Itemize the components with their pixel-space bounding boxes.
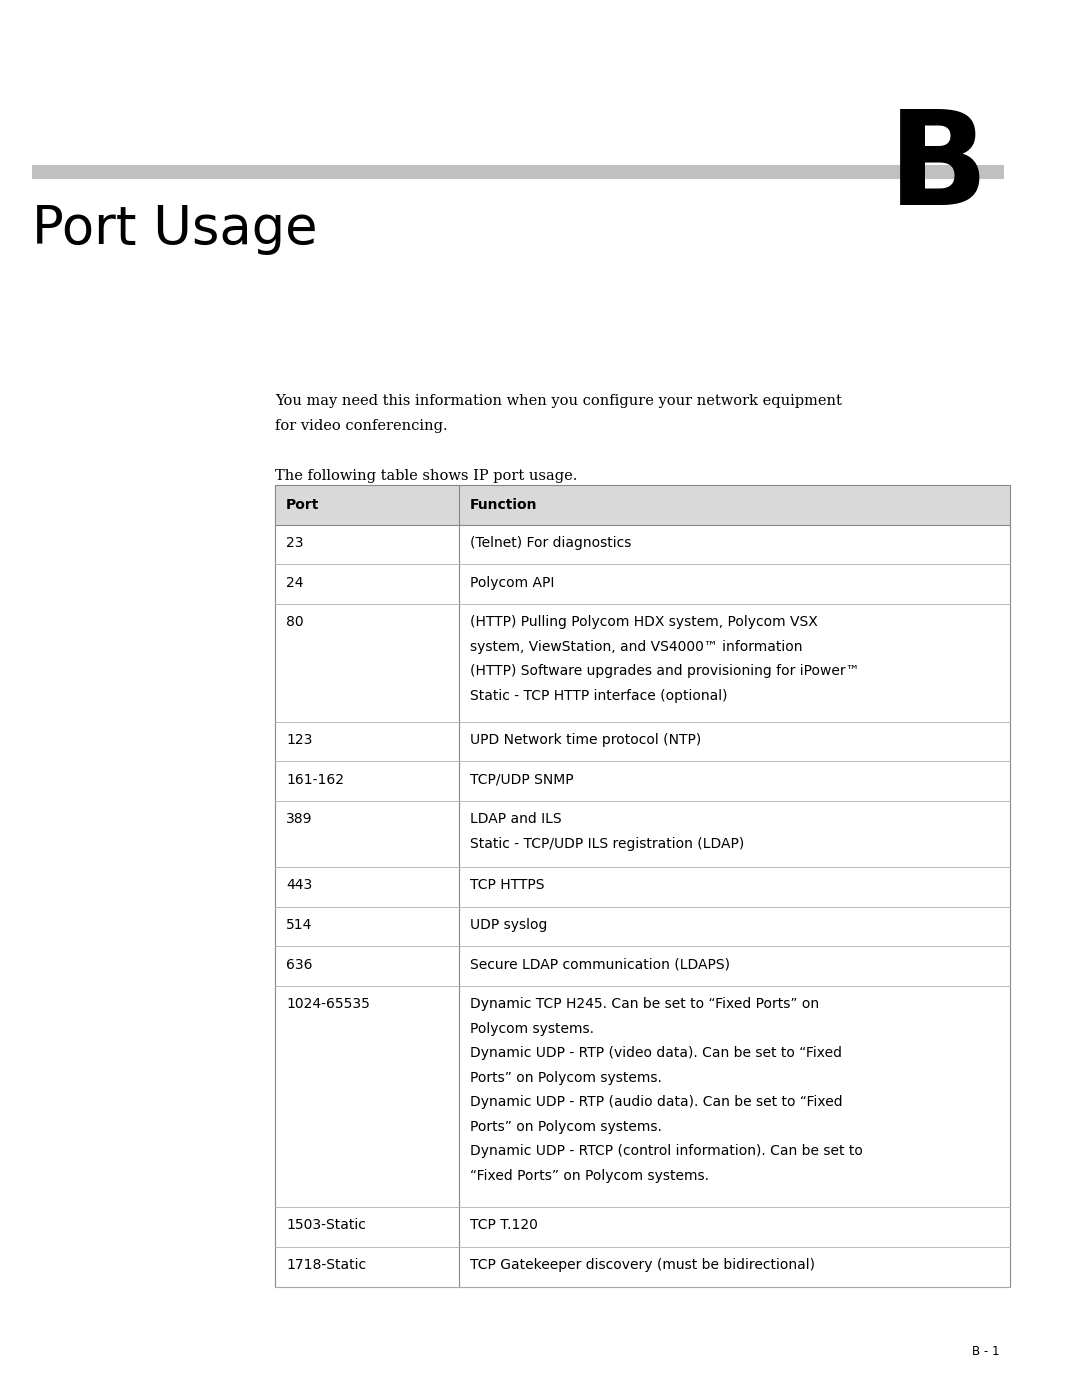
Text: (HTTP) Pulling Polycom HDX system, Polycom VSX: (HTTP) Pulling Polycom HDX system, Polyc… bbox=[470, 615, 818, 630]
Text: TCP T.120: TCP T.120 bbox=[470, 1218, 538, 1232]
Text: Dynamic UDP - RTP (video data). Can be set to “Fixed: Dynamic UDP - RTP (video data). Can be s… bbox=[470, 1046, 841, 1060]
Bar bbox=[32, 165, 1004, 179]
Text: “Fixed Ports” on Polycom systems.: “Fixed Ports” on Polycom systems. bbox=[470, 1168, 708, 1183]
Bar bbox=[275, 485, 1010, 1287]
Text: Dynamic UDP - RTP (audio data). Can be set to “Fixed: Dynamic UDP - RTP (audio data). Can be s… bbox=[470, 1095, 842, 1109]
Text: 123: 123 bbox=[286, 732, 312, 747]
Bar bbox=[275, 485, 1010, 525]
Text: B: B bbox=[888, 105, 988, 232]
Text: system, ViewStation, and VS4000™ information: system, ViewStation, and VS4000™ informa… bbox=[470, 640, 802, 654]
Text: You may need this information when you configure your network equipment: You may need this information when you c… bbox=[275, 394, 842, 408]
Text: TCP/UDP SNMP: TCP/UDP SNMP bbox=[470, 773, 573, 787]
Text: Port: Port bbox=[286, 497, 320, 511]
Text: 636: 636 bbox=[286, 958, 313, 972]
Text: 24: 24 bbox=[286, 576, 303, 590]
Text: B - 1: B - 1 bbox=[972, 1345, 999, 1358]
Text: Polycom API: Polycom API bbox=[470, 576, 554, 590]
Text: LDAP and ILS: LDAP and ILS bbox=[470, 812, 562, 827]
Text: Static - TCP/UDP ILS registration (LDAP): Static - TCP/UDP ILS registration (LDAP) bbox=[470, 837, 744, 851]
Text: UPD Network time protocol (NTP): UPD Network time protocol (NTP) bbox=[470, 732, 701, 747]
Text: The following table shows IP port usage.: The following table shows IP port usage. bbox=[275, 469, 578, 483]
Text: Static - TCP HTTP interface (optional): Static - TCP HTTP interface (optional) bbox=[470, 689, 727, 703]
Text: 443: 443 bbox=[286, 877, 312, 893]
Text: 23: 23 bbox=[286, 535, 303, 550]
Text: TCP HTTPS: TCP HTTPS bbox=[470, 877, 544, 893]
Text: Ports” on Polycom systems.: Ports” on Polycom systems. bbox=[470, 1120, 662, 1134]
Text: Polycom systems.: Polycom systems. bbox=[470, 1023, 594, 1037]
Text: (HTTP) Software upgrades and provisioning for iPower™: (HTTP) Software upgrades and provisionin… bbox=[470, 664, 860, 679]
Text: 514: 514 bbox=[286, 918, 312, 932]
Text: 80: 80 bbox=[286, 615, 303, 630]
Text: for video conferencing.: for video conferencing. bbox=[275, 419, 448, 433]
Text: Port Usage: Port Usage bbox=[32, 203, 318, 254]
Text: Ports” on Polycom systems.: Ports” on Polycom systems. bbox=[470, 1070, 662, 1085]
Text: (Telnet) For diagnostics: (Telnet) For diagnostics bbox=[470, 535, 631, 550]
Text: 161-162: 161-162 bbox=[286, 773, 345, 787]
Text: TCP Gatekeeper discovery (must be bidirectional): TCP Gatekeeper discovery (must be bidire… bbox=[470, 1257, 814, 1273]
Text: Dynamic TCP H245. Can be set to “Fixed Ports” on: Dynamic TCP H245. Can be set to “Fixed P… bbox=[470, 997, 819, 1011]
Text: 389: 389 bbox=[286, 812, 313, 827]
Text: Function: Function bbox=[470, 497, 538, 511]
Text: Dynamic UDP - RTCP (control information). Can be set to: Dynamic UDP - RTCP (control information)… bbox=[470, 1144, 863, 1158]
Text: UDP syslog: UDP syslog bbox=[470, 918, 548, 932]
Text: Secure LDAP communication (LDAPS): Secure LDAP communication (LDAPS) bbox=[470, 958, 730, 972]
Text: 1024-65535: 1024-65535 bbox=[286, 997, 370, 1011]
Text: 1718-Static: 1718-Static bbox=[286, 1257, 366, 1273]
Text: 1503-Static: 1503-Static bbox=[286, 1218, 366, 1232]
